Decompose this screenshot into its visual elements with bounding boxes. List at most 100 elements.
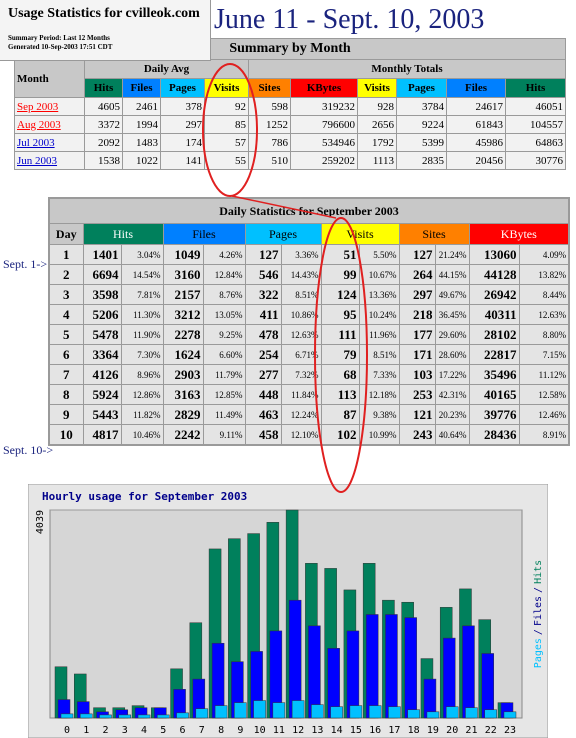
- cell: 44.15%: [434, 264, 470, 285]
- day-cell: 4: [48, 304, 84, 325]
- cell: 218: [398, 304, 436, 325]
- bar: [465, 707, 478, 719]
- x-tick-label: 23: [504, 725, 516, 736]
- cell: 8.51%: [358, 344, 400, 365]
- month-row: Jun 2003 1538 1022 141 55 510 259202 1113 2835 20…: [14, 151, 567, 170]
- column-header: KBytes: [290, 78, 358, 98]
- cell: 30776: [504, 151, 567, 170]
- bar: [349, 705, 363, 719]
- cell: 11.79%: [202, 364, 246, 385]
- cell: 534946: [290, 133, 358, 152]
- x-tick-label: 0: [64, 725, 70, 736]
- cell: 12.18%: [358, 384, 400, 405]
- month-link[interactable]: Jul 2003: [14, 133, 85, 152]
- day-cell: 8: [48, 384, 84, 405]
- day-cell: 6: [48, 344, 84, 365]
- column-header: Sites: [398, 223, 470, 245]
- legend-separator: /: [533, 587, 544, 593]
- cell: 21.24%: [434, 244, 470, 265]
- cell: 42.31%: [434, 384, 470, 405]
- cell: 22817: [468, 344, 520, 365]
- cell: 1624: [162, 344, 204, 365]
- cell: 95: [320, 304, 360, 325]
- cell: 28102: [468, 324, 520, 345]
- month-link[interactable]: Aug 2003: [14, 115, 85, 134]
- cell: 103: [398, 364, 436, 385]
- cell: 510: [248, 151, 291, 170]
- column-header: Visits: [204, 78, 249, 98]
- cell: 8.44%: [518, 284, 570, 305]
- column-header: Files: [122, 78, 161, 98]
- cell: 264: [398, 264, 436, 285]
- cell: 4817: [82, 424, 122, 446]
- cell: 297: [160, 115, 205, 134]
- x-tick-label: 6: [180, 725, 186, 736]
- cell: 463: [244, 404, 282, 425]
- cell: 12.85%: [202, 384, 246, 405]
- summary-table: Summary by Month Month Daily Avg Monthly To…: [13, 38, 567, 170]
- bar: [404, 617, 417, 719]
- cell: 10.46%: [120, 424, 164, 446]
- cell: 24617: [446, 97, 506, 116]
- cell: 5206: [82, 304, 122, 325]
- day-row: 1 1401 3.04% 1049 4.26% 127 3.36% 51 5.50% 127 21.…: [48, 244, 570, 265]
- month-link[interactable]: Jun 2003: [14, 151, 85, 170]
- cell: 26942: [468, 284, 520, 305]
- cell: 99: [320, 264, 360, 285]
- cell: 3212: [162, 304, 204, 325]
- cell: 12.63%: [518, 304, 570, 325]
- cell: 11.84%: [280, 384, 322, 405]
- month-header: Month: [14, 59, 85, 98]
- day-row: 10 4817 10.46% 2242 9.11% 458 12.10% 102 10.99% 2…: [48, 424, 570, 446]
- cell: 12.46%: [518, 404, 570, 425]
- cell: 39776: [468, 404, 520, 425]
- cell: 796600: [290, 115, 358, 134]
- bar: [311, 704, 324, 719]
- cell: 2157: [162, 284, 204, 305]
- bar: [234, 702, 247, 719]
- day-row: 7 4126 8.96% 2903 11.79% 277 7.32% 68 7.33% 103 17…: [48, 364, 570, 385]
- cell: 277: [244, 364, 282, 385]
- cell: 1538: [84, 151, 123, 170]
- x-tick-label: 12: [292, 725, 304, 736]
- cell: 124: [320, 284, 360, 305]
- cell: 13060: [468, 244, 520, 265]
- x-tick-label: 5: [160, 725, 166, 736]
- cell: 11.49%: [202, 404, 246, 425]
- legend-entry: Hits: [533, 560, 544, 584]
- cell: 3.04%: [120, 244, 164, 265]
- day-row: 2 6694 14.54% 3160 12.84% 546 14.43% 99 10.67% 26…: [48, 264, 570, 285]
- month-link[interactable]: Sep 2003: [14, 97, 85, 116]
- x-tick-label: 14: [331, 725, 343, 736]
- cell: 9.11%: [202, 424, 246, 446]
- group-header: Daily Avg: [84, 59, 249, 79]
- cell: 10.99%: [358, 424, 400, 446]
- date-range-annotation: June 11 - Sept. 10, 2003: [214, 4, 485, 35]
- cell: 64863: [504, 133, 567, 152]
- cell: 448: [244, 384, 282, 405]
- header-row: Day Hits Files Pages Visits Sites KBytes: [48, 223, 570, 245]
- cell: 3160: [162, 264, 204, 285]
- cell: 1994: [122, 115, 161, 134]
- x-tick-label: 4: [141, 725, 147, 736]
- title-row: Daily Statistics for September 2003: [48, 197, 570, 224]
- bar: [137, 714, 151, 719]
- bar: [462, 625, 475, 719]
- column-header: Pages: [396, 78, 447, 98]
- x-tick-label: 8: [218, 725, 224, 736]
- cell: 45986: [446, 133, 506, 152]
- bar: [442, 637, 456, 719]
- x-tick-label: 15: [350, 725, 362, 736]
- cell: 10.86%: [280, 304, 322, 325]
- cell: 3598: [82, 284, 122, 305]
- cell: 127: [244, 244, 282, 265]
- bar: [118, 714, 132, 719]
- bar: [484, 709, 497, 719]
- cell: 9224: [396, 115, 447, 134]
- cell: 2656: [357, 115, 397, 134]
- cell: 12.63%: [280, 324, 322, 345]
- cell: 28436: [468, 424, 520, 446]
- bar: [426, 711, 440, 719]
- bar: [157, 714, 170, 719]
